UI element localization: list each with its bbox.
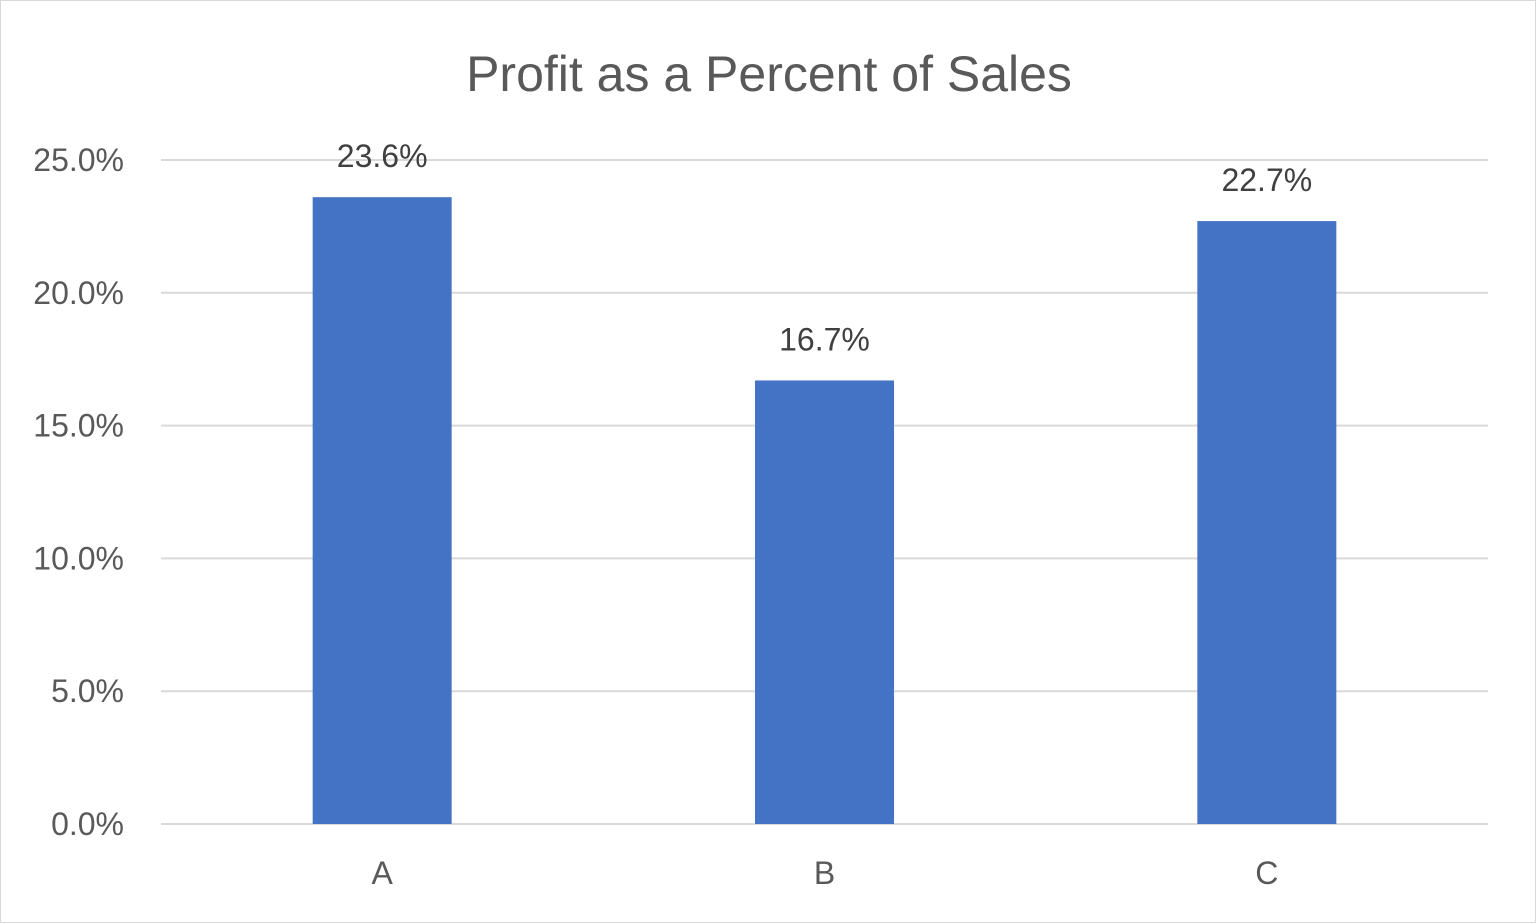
y-tick-label: 5.0%: [51, 673, 124, 709]
y-tick-label: 20.0%: [33, 275, 124, 311]
data-label: 23.6%: [337, 138, 428, 174]
data-label: 22.7%: [1221, 162, 1312, 198]
y-tick-label: 10.0%: [33, 540, 124, 576]
x-tick-label: B: [814, 855, 835, 891]
x-tick-label: A: [371, 855, 393, 891]
data-labels: 23.6% 16.7% 22.7%: [337, 138, 1312, 357]
bars: [312, 197, 1337, 824]
bar-a: [312, 197, 452, 824]
chart-title: Profit as a Percent of Sales: [466, 46, 1072, 102]
y-tick-label: 25.0%: [33, 142, 124, 178]
x-tick-label: C: [1255, 855, 1278, 891]
data-label: 16.7%: [779, 321, 870, 357]
bar-b: [755, 380, 894, 824]
y-axis-ticks: 0.0% 5.0% 10.0% 15.0% 20.0% 25.0%: [33, 142, 124, 842]
y-tick-label: 15.0%: [33, 408, 124, 444]
bar-c: [1197, 221, 1337, 824]
x-axis-ticks: A B C: [371, 855, 1278, 891]
y-tick-label: 0.0%: [51, 806, 124, 842]
